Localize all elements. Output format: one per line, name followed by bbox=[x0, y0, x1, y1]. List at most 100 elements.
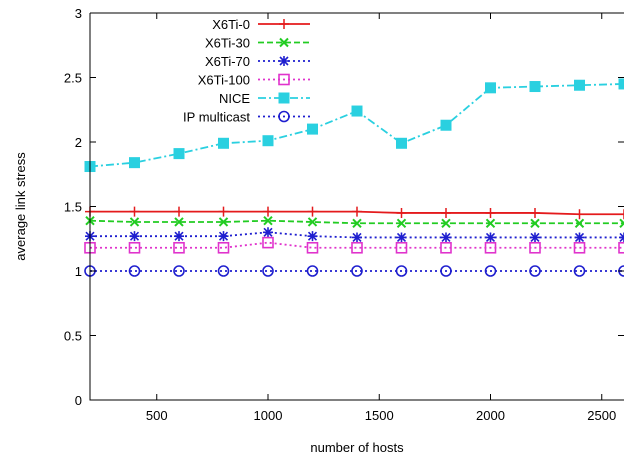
data-point bbox=[441, 232, 451, 243]
data-point bbox=[395, 241, 408, 254]
data-point bbox=[618, 78, 624, 90]
y-tick-label: 1 bbox=[75, 264, 82, 279]
legend-marker bbox=[279, 56, 289, 66]
data-point bbox=[573, 241, 586, 254]
legend: X6Ti-0 X6Ti-30 X6Ti-70 X6Ti-100 NICE IP multi… bbox=[183, 17, 310, 125]
data-point bbox=[574, 209, 585, 220]
axes: 0 0.5 1 1.5 2 2.5 3 500 1000 1500 2000 2500 bbox=[64, 6, 624, 423]
data-point bbox=[529, 265, 541, 277]
data-point bbox=[262, 135, 274, 147]
legend-marker bbox=[279, 19, 289, 29]
data-point bbox=[129, 206, 140, 217]
data-point bbox=[174, 231, 184, 242]
data-point bbox=[263, 227, 273, 238]
data-point bbox=[128, 265, 141, 277]
legend-entry: X6Ti-0 bbox=[212, 17, 310, 32]
data-point bbox=[262, 265, 274, 277]
data-point bbox=[530, 232, 540, 243]
data-point bbox=[217, 265, 230, 277]
legend-label: NICE bbox=[219, 91, 250, 106]
series-x6ti-100 bbox=[84, 236, 624, 254]
data-point bbox=[530, 218, 540, 228]
legend-marker bbox=[278, 110, 290, 123]
data-point bbox=[351, 265, 363, 277]
y-tick-label: 0.5 bbox=[64, 329, 82, 344]
data-point bbox=[484, 241, 497, 254]
data-point bbox=[619, 209, 624, 220]
data-point bbox=[485, 218, 496, 228]
data-point bbox=[217, 241, 230, 254]
legend-entry: X6Ti-70 bbox=[205, 54, 310, 69]
series-x6ti-30 bbox=[85, 215, 624, 228]
data-point bbox=[352, 206, 362, 217]
data-point bbox=[440, 241, 452, 254]
data-point bbox=[129, 157, 140, 169]
legend-label: IP multicast bbox=[183, 110, 250, 125]
data-point bbox=[173, 265, 185, 277]
data-point bbox=[218, 137, 229, 149]
data-point bbox=[485, 82, 496, 94]
data-point bbox=[352, 232, 362, 243]
data-point bbox=[574, 232, 585, 243]
x-tick-label: 2500 bbox=[587, 408, 616, 423]
legend-marker bbox=[279, 37, 289, 48]
plot-area bbox=[84, 78, 624, 277]
data-point bbox=[174, 217, 184, 227]
data-point bbox=[618, 241, 624, 254]
data-point bbox=[396, 232, 407, 243]
series-line bbox=[90, 241, 624, 249]
series-ip-multicast bbox=[84, 265, 624, 277]
y-tick-label: 1.5 bbox=[64, 200, 82, 215]
data-point bbox=[352, 218, 362, 228]
data-point bbox=[307, 206, 318, 217]
axis-frame bbox=[89, 12, 624, 401]
data-point bbox=[129, 217, 140, 227]
data-point bbox=[529, 81, 541, 93]
series-x6ti-70 bbox=[85, 227, 624, 243]
x-axis-label: number of hosts bbox=[310, 440, 404, 455]
data-point bbox=[351, 241, 363, 254]
y-tick-label: 2 bbox=[75, 135, 82, 150]
data-point bbox=[574, 218, 585, 228]
data-point bbox=[263, 215, 273, 226]
data-point bbox=[129, 231, 140, 242]
legend-entry: IP multicast bbox=[183, 110, 310, 125]
data-point bbox=[440, 265, 452, 277]
series-line bbox=[89, 83, 624, 168]
data-point bbox=[306, 241, 319, 254]
x-tick-label: 1500 bbox=[365, 408, 394, 423]
data-point bbox=[396, 137, 407, 149]
data-point bbox=[396, 207, 407, 218]
y-tick-label: 0 bbox=[75, 393, 82, 408]
legend-label: X6Ti-0 bbox=[212, 17, 250, 32]
legend-label: X6Ti-30 bbox=[205, 36, 250, 51]
series-nice bbox=[84, 78, 624, 173]
y-tick-label: 2.5 bbox=[64, 71, 82, 86]
x-tick-label: 2000 bbox=[476, 408, 505, 423]
data-point bbox=[440, 119, 452, 131]
data-point bbox=[307, 123, 318, 135]
data-point bbox=[128, 241, 141, 254]
data-point bbox=[574, 79, 585, 91]
data-point bbox=[395, 265, 408, 277]
legend-label: X6Ti-100 bbox=[198, 73, 250, 88]
data-point bbox=[218, 217, 229, 227]
legend-label: X6Ti-70 bbox=[205, 54, 250, 69]
data-point bbox=[218, 206, 229, 217]
data-point bbox=[173, 148, 185, 160]
data-point bbox=[441, 218, 451, 228]
x-tick-label: 1000 bbox=[254, 408, 283, 423]
data-point bbox=[306, 265, 319, 277]
data-point bbox=[484, 265, 497, 277]
legend-entry: X6Ti-30 bbox=[205, 36, 310, 51]
data-point bbox=[173, 241, 185, 254]
data-point bbox=[485, 232, 496, 243]
data-point bbox=[530, 207, 540, 218]
x-tick-label: 500 bbox=[146, 408, 168, 423]
legend-marker bbox=[278, 73, 290, 86]
data-point bbox=[307, 217, 318, 227]
series-group bbox=[84, 78, 624, 277]
legend-entry: NICE bbox=[219, 91, 310, 106]
data-point bbox=[619, 232, 624, 243]
legend-marker bbox=[278, 92, 290, 104]
